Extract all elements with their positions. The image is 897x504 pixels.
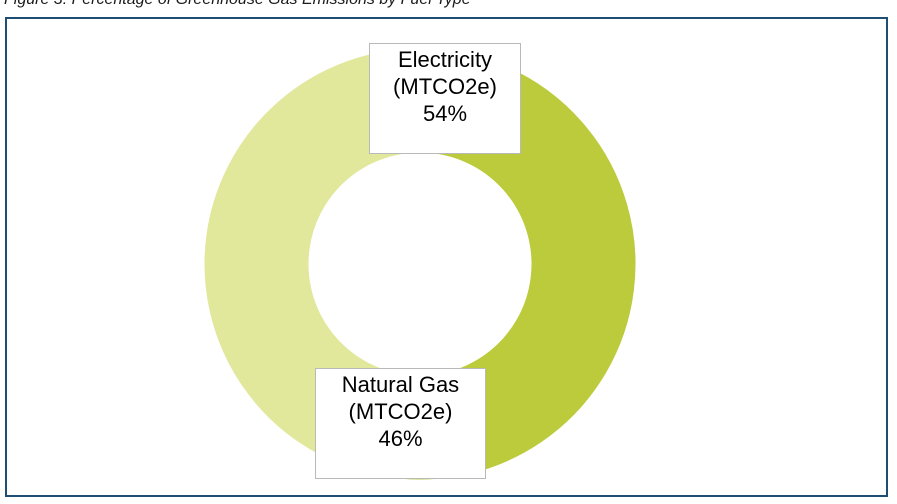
label-unit: (MTCO2e) [393,74,497,99]
slice-natural-gas [201,45,422,477]
data-label-natural-gas: Natural Gas (MTCO2e) 46% [315,368,486,479]
data-label-electricity: Electricity (MTCO2e) 54% [369,43,521,154]
label-percent: 54% [422,101,468,126]
chart-frame: Electricity (MTCO2e) 54% Natural Gas (MT… [5,17,888,497]
label-name: Natural Gas [341,372,460,397]
label-unit: (MTCO2e) [348,399,453,424]
slice-electricity [364,45,639,483]
figure-caption: Figure 3: Percentage of Greenhouse Gas E… [4,0,884,9]
label-percent: 46% [378,426,423,451]
label-name: Electricity [397,47,493,72]
donut-chart [201,45,639,483]
